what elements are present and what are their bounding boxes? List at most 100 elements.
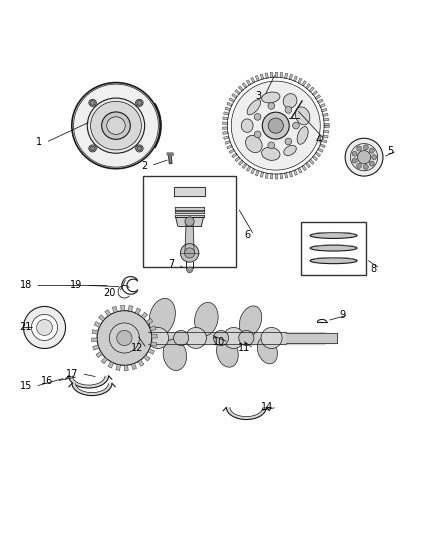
Polygon shape bbox=[138, 360, 144, 366]
Polygon shape bbox=[175, 207, 204, 209]
Circle shape bbox=[268, 142, 275, 149]
Polygon shape bbox=[175, 215, 204, 217]
Circle shape bbox=[357, 146, 362, 151]
Polygon shape bbox=[285, 173, 288, 178]
Ellipse shape bbox=[102, 112, 131, 139]
Polygon shape bbox=[285, 73, 288, 78]
Circle shape bbox=[369, 161, 374, 166]
Ellipse shape bbox=[284, 146, 296, 156]
Polygon shape bbox=[309, 87, 314, 92]
Polygon shape bbox=[293, 170, 297, 175]
Text: 10: 10 bbox=[213, 337, 225, 347]
Polygon shape bbox=[309, 159, 314, 164]
Polygon shape bbox=[324, 126, 329, 128]
Polygon shape bbox=[99, 315, 105, 321]
Polygon shape bbox=[302, 80, 307, 86]
Polygon shape bbox=[312, 91, 318, 95]
Ellipse shape bbox=[239, 306, 262, 336]
Text: 6: 6 bbox=[244, 230, 251, 240]
Polygon shape bbox=[251, 77, 255, 83]
Circle shape bbox=[254, 114, 261, 120]
Circle shape bbox=[345, 138, 383, 176]
Polygon shape bbox=[298, 168, 302, 173]
Polygon shape bbox=[185, 222, 194, 253]
Circle shape bbox=[357, 150, 371, 164]
Polygon shape bbox=[93, 345, 99, 350]
Polygon shape bbox=[225, 107, 230, 111]
Ellipse shape bbox=[261, 147, 280, 160]
Polygon shape bbox=[260, 172, 264, 177]
Polygon shape bbox=[251, 168, 255, 174]
Polygon shape bbox=[229, 149, 234, 154]
Polygon shape bbox=[227, 145, 232, 149]
Polygon shape bbox=[270, 174, 273, 179]
Polygon shape bbox=[223, 117, 228, 120]
Polygon shape bbox=[289, 172, 293, 177]
Polygon shape bbox=[92, 329, 98, 334]
Ellipse shape bbox=[247, 100, 261, 115]
Text: 15: 15 bbox=[20, 381, 32, 391]
Text: 7: 7 bbox=[169, 260, 175, 269]
Text: 21: 21 bbox=[20, 322, 32, 333]
Polygon shape bbox=[280, 174, 283, 179]
Text: 8: 8 bbox=[371, 264, 377, 273]
Text: 16: 16 bbox=[41, 376, 53, 386]
Polygon shape bbox=[226, 407, 266, 419]
Circle shape bbox=[371, 155, 377, 160]
Text: 20: 20 bbox=[104, 288, 116, 297]
Circle shape bbox=[262, 112, 289, 139]
Circle shape bbox=[173, 330, 189, 345]
Polygon shape bbox=[324, 123, 329, 126]
Polygon shape bbox=[108, 362, 113, 368]
Ellipse shape bbox=[246, 135, 262, 152]
Polygon shape bbox=[232, 153, 237, 158]
Circle shape bbox=[293, 122, 299, 129]
Polygon shape bbox=[302, 165, 307, 171]
Circle shape bbox=[214, 330, 229, 345]
Ellipse shape bbox=[137, 101, 142, 105]
Polygon shape bbox=[324, 118, 329, 121]
Text: 14: 14 bbox=[261, 402, 274, 413]
Circle shape bbox=[223, 327, 244, 349]
Polygon shape bbox=[238, 160, 244, 165]
Circle shape bbox=[231, 81, 320, 170]
Polygon shape bbox=[223, 127, 227, 130]
Text: 19: 19 bbox=[70, 280, 82, 290]
Polygon shape bbox=[227, 102, 232, 107]
Polygon shape bbox=[175, 211, 204, 213]
Ellipse shape bbox=[297, 126, 308, 144]
Polygon shape bbox=[169, 155, 172, 164]
Polygon shape bbox=[255, 76, 259, 81]
Polygon shape bbox=[101, 357, 107, 364]
Ellipse shape bbox=[136, 99, 143, 107]
Ellipse shape bbox=[90, 101, 95, 105]
Circle shape bbox=[357, 163, 362, 168]
Polygon shape bbox=[246, 166, 251, 172]
Polygon shape bbox=[141, 312, 148, 319]
Circle shape bbox=[97, 311, 152, 365]
Polygon shape bbox=[124, 365, 128, 371]
Polygon shape bbox=[323, 135, 328, 138]
Polygon shape bbox=[174, 187, 205, 196]
Circle shape bbox=[117, 330, 132, 345]
Polygon shape bbox=[151, 342, 157, 346]
Ellipse shape bbox=[163, 339, 187, 370]
Ellipse shape bbox=[216, 338, 238, 367]
Polygon shape bbox=[224, 112, 229, 115]
Polygon shape bbox=[323, 113, 328, 116]
Polygon shape bbox=[223, 132, 228, 134]
Polygon shape bbox=[320, 103, 325, 108]
Polygon shape bbox=[96, 352, 102, 358]
Circle shape bbox=[369, 148, 374, 154]
Polygon shape bbox=[72, 383, 112, 395]
Circle shape bbox=[148, 327, 169, 349]
Circle shape bbox=[352, 151, 357, 156]
Polygon shape bbox=[324, 130, 329, 133]
Polygon shape bbox=[276, 174, 278, 179]
Polygon shape bbox=[286, 333, 337, 343]
Ellipse shape bbox=[90, 146, 95, 151]
Polygon shape bbox=[229, 98, 234, 102]
Polygon shape bbox=[128, 305, 133, 312]
Circle shape bbox=[363, 145, 368, 150]
Ellipse shape bbox=[89, 145, 96, 152]
